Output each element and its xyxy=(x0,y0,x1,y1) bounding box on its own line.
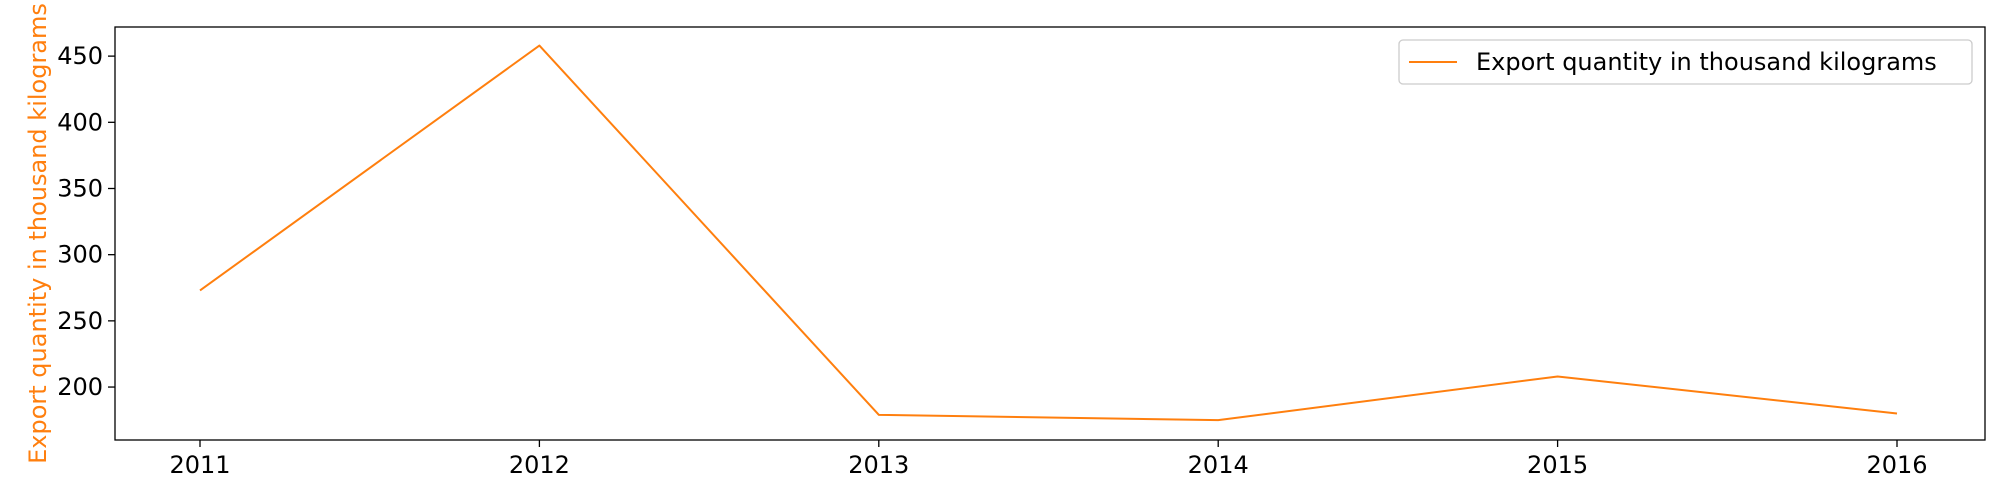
y-tick-label: 450 xyxy=(57,42,103,70)
plot-area-frame xyxy=(114,26,1986,441)
series-layer xyxy=(199,44,1898,422)
x-tick-label: 2012 xyxy=(509,451,570,479)
x-tick-label: 2011 xyxy=(169,451,230,479)
x-tick-label: 2016 xyxy=(1866,451,1927,479)
x-axis: 2011 2012 2013 2014 2015 2016 xyxy=(169,440,1928,479)
y-tick-label: 200 xyxy=(57,373,103,401)
series-line xyxy=(199,44,1898,422)
x-tick-label: 2015 xyxy=(1527,451,1588,479)
y-tick-label: 250 xyxy=(57,307,103,335)
y-tick-label: 300 xyxy=(57,241,103,269)
x-tick-label: 2014 xyxy=(1188,451,1249,479)
legend-label: Export quantity in thousand kilograms xyxy=(1476,48,1937,76)
legend-box xyxy=(1398,39,1973,85)
y-tick-label: 350 xyxy=(57,174,103,202)
x-tick-label: 2013 xyxy=(848,451,909,479)
y-tick-label: 400 xyxy=(57,108,103,136)
legend: Export quantity in thousand kilograms xyxy=(1398,39,1973,85)
y-axis: 200 250 300 350 400 450 xyxy=(57,42,115,401)
y-axis-title: Export quantity in thousand kilograms xyxy=(24,3,52,464)
